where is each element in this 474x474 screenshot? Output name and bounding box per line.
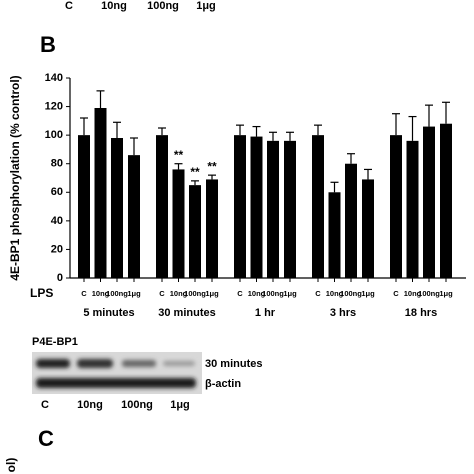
bar-label: C (315, 289, 321, 298)
lane-label: C (41, 399, 49, 411)
bar-label: 1μg (205, 289, 219, 298)
significance: ** (174, 148, 184, 162)
bar (345, 163, 357, 278)
bar (440, 123, 452, 278)
bar-label: 10ng (404, 289, 422, 298)
bar (78, 135, 90, 278)
lane-label: 1μg (196, 0, 216, 12)
significance: ** (207, 159, 217, 173)
cut-label: ol) (4, 458, 18, 473)
y-tick-label: 80 (51, 158, 63, 170)
bar (172, 169, 185, 278)
bar-label: 100ng (184, 289, 206, 298)
bar-label: 100ng (418, 289, 440, 298)
x-tick-label: 5 minutes (83, 307, 134, 319)
bar-label: 10ng (326, 289, 344, 298)
bar-label: C (237, 289, 243, 298)
band (36, 378, 196, 388)
y-tick-label: 100 (45, 129, 63, 141)
blot-row-label: β-actin (205, 378, 241, 390)
panel-label: C (38, 426, 54, 451)
significance: ** (190, 165, 200, 179)
blot: P4E-BP1 30 minutes β-actin C 10ng 100ng … (32, 336, 262, 411)
bar-label: 1μg (283, 289, 297, 298)
x-prefix: LPS (30, 286, 53, 300)
x-tick-label: 3 hrs (330, 307, 356, 319)
bar-label: 10ng (170, 289, 188, 298)
bar (234, 135, 246, 278)
bar-label: 100ng (340, 289, 362, 298)
bar-label: 100ng (262, 289, 284, 298)
bar (206, 179, 218, 278)
bar (406, 140, 419, 278)
bar (267, 140, 279, 278)
bar (312, 135, 324, 278)
lane-label: 1μg (170, 399, 190, 411)
bar (94, 108, 107, 278)
blot-title: P4E-BP1 (32, 336, 78, 348)
bar (390, 135, 402, 278)
y-tick-label: 20 (51, 243, 63, 255)
y-tick-label: 140 (45, 72, 63, 84)
bar (128, 155, 140, 278)
band (122, 360, 156, 367)
x-tick-label: 18 hrs (405, 307, 437, 319)
bar-label: 10ng (248, 289, 266, 298)
band (36, 359, 70, 368)
band (163, 361, 195, 366)
lane-label: 10ng (77, 399, 103, 411)
bar (156, 135, 168, 278)
bar (284, 140, 296, 278)
y-tick-label: 120 (45, 100, 63, 112)
panel-label: B (40, 32, 56, 57)
bar-label: 10ng (92, 289, 110, 298)
x-tick-label: 1 hr (255, 307, 276, 319)
bar-label: C (393, 289, 399, 298)
y-tick-label: 0 (57, 272, 63, 284)
bar-label: 1μg (439, 289, 453, 298)
bar (423, 126, 435, 278)
top-lanes: C 10ng 100ng 1μg (65, 0, 216, 12)
lane-label: 100ng (121, 399, 153, 411)
y-axis-label: 4E-BP1 phosphorylation (% control) (8, 75, 22, 280)
bar-label: 100ng (106, 289, 128, 298)
lane-label: 100ng (147, 0, 179, 12)
band (77, 359, 113, 368)
lane-label: C (65, 0, 73, 12)
lane-label: 10ng (101, 0, 127, 12)
bar-label: C (81, 289, 87, 298)
bar-label: C (159, 289, 165, 298)
bar (362, 179, 374, 278)
bar (250, 136, 263, 278)
y-tick-label: 60 (51, 186, 63, 198)
y-tick-label: 40 (51, 215, 63, 227)
blot-row-label: 30 minutes (205, 358, 262, 370)
x-tick-label: 30 minutes (158, 307, 215, 319)
bar (111, 138, 123, 278)
bar-label: 1μg (127, 289, 141, 298)
bar (328, 192, 341, 278)
bar-label: 1μg (361, 289, 375, 298)
bar (189, 185, 201, 278)
